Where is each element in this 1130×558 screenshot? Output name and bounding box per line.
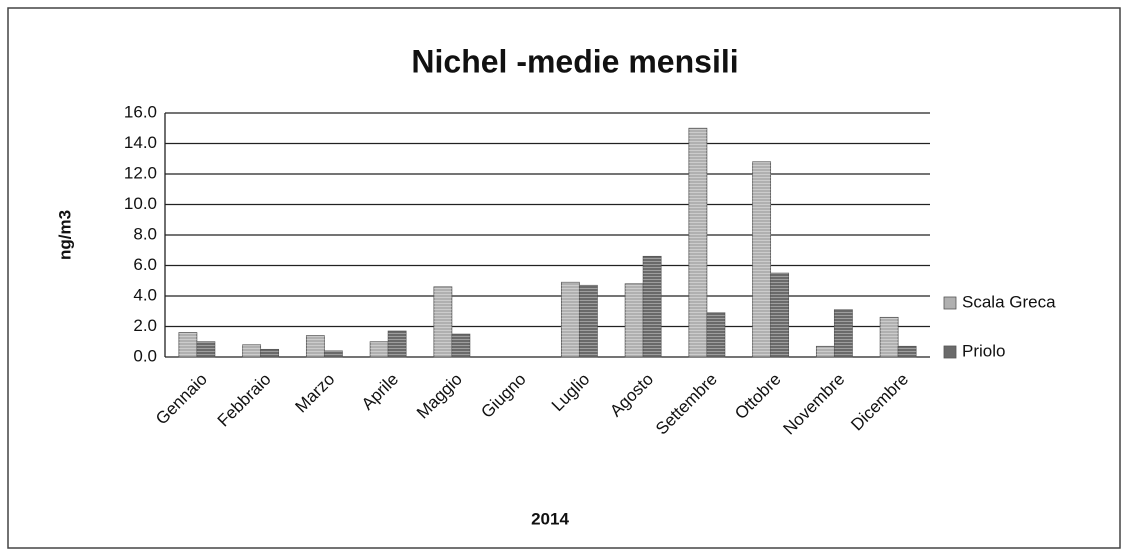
y-tick-label: 16.0 [124, 102, 157, 121]
legend-label: Scala Greca [962, 292, 1056, 311]
legend-swatch [943, 345, 957, 359]
bar-hatch [451, 334, 470, 357]
bar-hatch [561, 282, 580, 357]
x-axis-label: 2014 [531, 509, 569, 528]
bar-hatch [816, 346, 835, 357]
y-tick-label: 12.0 [124, 163, 157, 182]
y-tick-label: 4.0 [133, 285, 157, 304]
legend-label: Priolo [962, 341, 1005, 360]
chart-frame [7, 7, 1121, 549]
bar-hatch [324, 350, 343, 357]
bar-hatch [625, 283, 644, 357]
y-tick-label: 2.0 [133, 316, 157, 335]
bar-hatch [178, 332, 197, 357]
bar-hatch [370, 341, 389, 357]
y-tick-label: 10.0 [124, 194, 157, 213]
y-tick-label: 14.0 [124, 133, 157, 152]
y-tick-label: 8.0 [133, 224, 157, 243]
bar-hatch [643, 256, 662, 357]
bar-hatch [898, 346, 917, 357]
y-axis-label: ng/m3 [55, 210, 74, 260]
bar-hatch [880, 317, 899, 357]
bar-hatch [752, 161, 771, 357]
bar-hatch [688, 128, 707, 357]
chart-title: Nichel -medie mensili [411, 43, 738, 79]
bar-hatch [433, 286, 452, 357]
bar-hatch [388, 331, 407, 357]
bar-hatch [770, 273, 789, 357]
bar-hatch [306, 335, 325, 357]
bar-hatch [706, 312, 725, 357]
bar-hatch [579, 285, 598, 357]
bar-hatch [260, 349, 279, 357]
bar-hatch [242, 344, 261, 357]
bar-hatch [834, 309, 853, 357]
y-tick-label: 0.0 [133, 346, 157, 365]
legend-swatch [943, 296, 957, 310]
bar-hatch [196, 341, 215, 357]
y-tick-label: 6.0 [133, 255, 157, 274]
